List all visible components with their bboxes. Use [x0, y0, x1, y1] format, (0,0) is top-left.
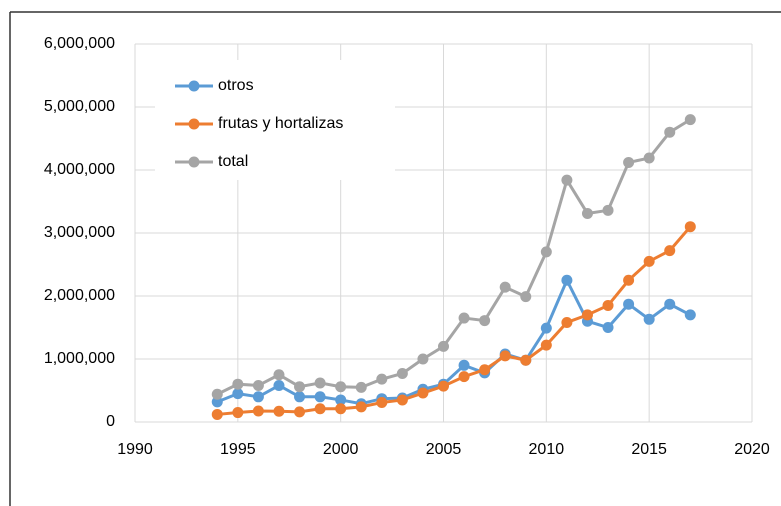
point [252, 405, 264, 417]
point [417, 353, 429, 365]
point [355, 381, 367, 393]
point [499, 350, 511, 362]
point [561, 316, 573, 328]
y-tick-label: 4,000,000 [44, 161, 115, 178]
point [540, 339, 552, 351]
point [684, 309, 696, 321]
point [355, 401, 367, 413]
point [540, 322, 552, 334]
point [438, 380, 449, 392]
y-tick-label: 3,000,000 [44, 224, 115, 241]
point [561, 274, 573, 286]
point [211, 408, 223, 420]
point [581, 309, 593, 321]
point [335, 403, 347, 415]
point [664, 298, 676, 310]
x-tick-label: 2005 [426, 441, 462, 458]
legend-label: otros [218, 77, 254, 94]
point [314, 391, 326, 403]
y-tick-label: 0 [106, 413, 115, 430]
legend-label: frutas y hortalizas [218, 115, 343, 132]
point [602, 322, 614, 333]
x-tick-label: 1995 [220, 441, 256, 458]
point [479, 364, 491, 376]
legend-marker [188, 156, 200, 168]
point [396, 367, 408, 379]
point [602, 299, 614, 311]
x-tick-label: 2015 [631, 441, 667, 458]
x-tick-label: 1990 [117, 441, 153, 458]
point [643, 255, 655, 267]
point [623, 156, 635, 168]
legend-label: total [218, 153, 248, 170]
point [623, 298, 635, 310]
point [458, 359, 470, 371]
x-tick-label: 2000 [323, 441, 359, 458]
point [561, 174, 573, 186]
y-tick-label: 2,000,000 [44, 287, 115, 304]
point [294, 406, 306, 418]
point [273, 405, 285, 417]
point [520, 291, 532, 303]
point [458, 371, 470, 383]
point [684, 114, 696, 126]
point [664, 126, 676, 138]
point [335, 394, 347, 406]
point [294, 381, 306, 393]
point [540, 246, 552, 258]
point [664, 245, 676, 257]
point [252, 379, 264, 391]
point [314, 377, 326, 389]
y-tick-label: 5,000,000 [44, 98, 115, 115]
point [438, 340, 449, 352]
point [643, 313, 655, 325]
x-tick-label: 2010 [529, 441, 565, 458]
point [643, 152, 655, 164]
y-tick-label: 1,000,000 [44, 350, 115, 367]
point [581, 207, 593, 219]
point [499, 281, 511, 293]
point [602, 204, 614, 216]
point [232, 378, 244, 390]
point [211, 396, 223, 408]
legend-marker [188, 118, 200, 130]
point [376, 373, 388, 385]
point [232, 388, 244, 400]
point [294, 391, 306, 403]
point [314, 403, 326, 415]
series-line [217, 225, 692, 416]
point [335, 381, 347, 393]
point [273, 379, 285, 391]
legend-marker [188, 80, 200, 92]
point [520, 354, 532, 366]
point [376, 396, 388, 408]
x-tick-label: 2020 [734, 441, 770, 458]
point [232, 407, 244, 419]
point [211, 388, 223, 400]
point [396, 394, 408, 406]
point [458, 312, 470, 324]
series-line [216, 276, 691, 406]
point [479, 315, 491, 327]
point [623, 274, 635, 286]
point [684, 221, 696, 233]
point [417, 387, 429, 399]
y-tick-label: 6,000,000 [44, 35, 115, 52]
point [252, 391, 264, 403]
point [273, 369, 285, 381]
